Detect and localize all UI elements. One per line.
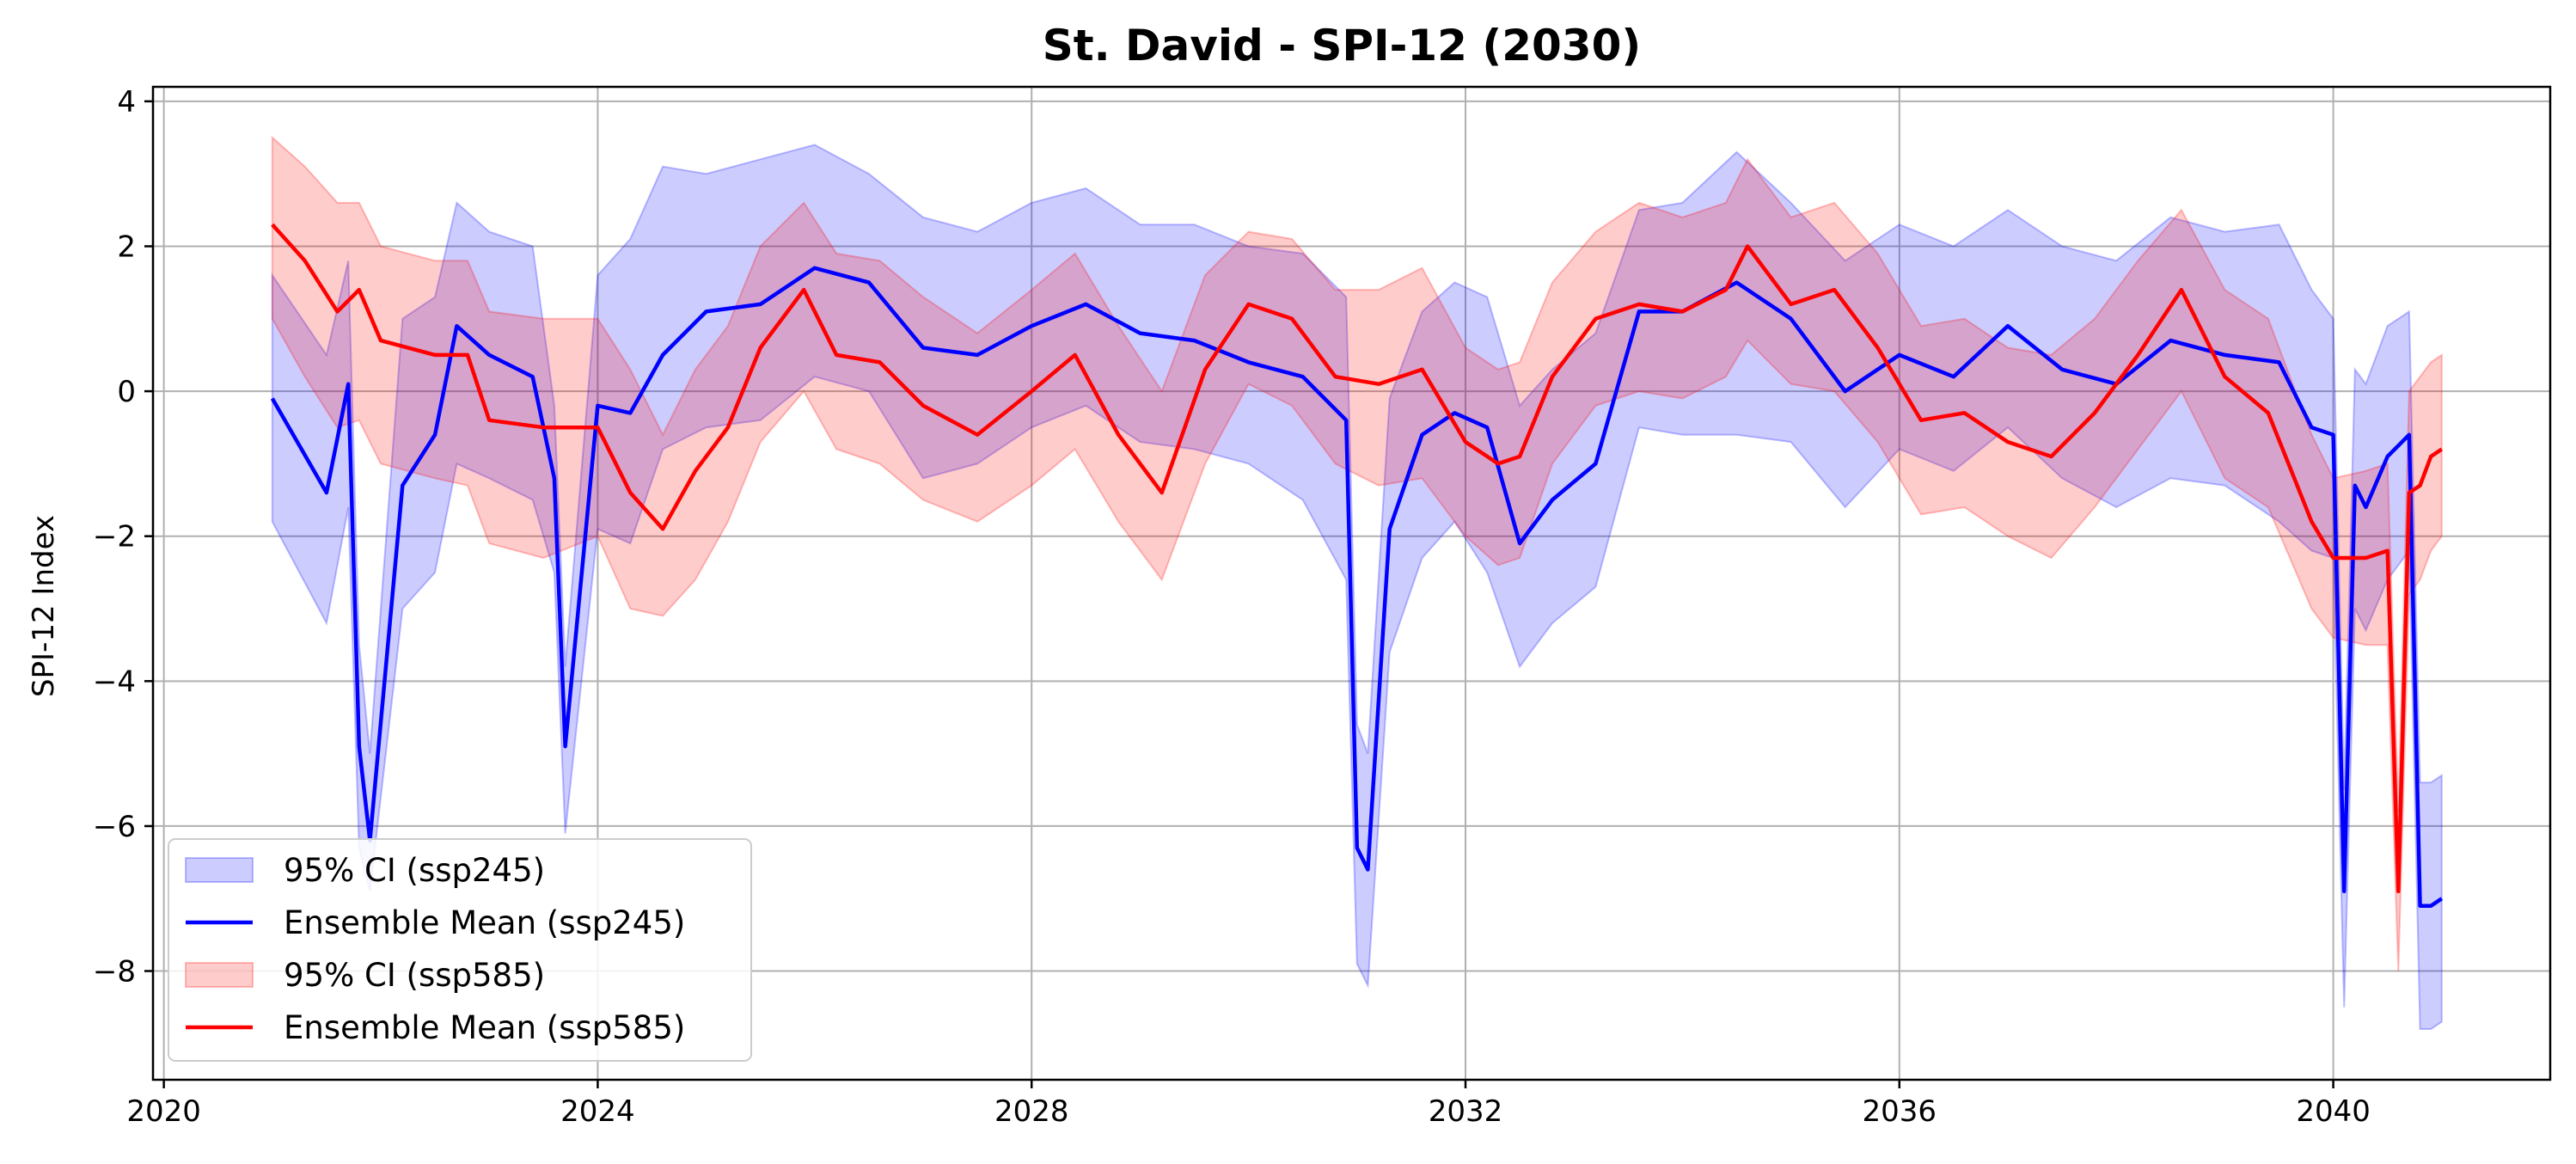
legend-label: 95% CI (ssp245) (284, 852, 545, 889)
mean-line-ssp585 (271, 223, 2444, 894)
y-tick-label: −8 (93, 955, 136, 989)
mean-line-ssp245 (270, 266, 2444, 908)
y-tick-label: 0 (117, 375, 136, 409)
y-tick-label: 2 (117, 230, 136, 264)
y-tick-label: −2 (93, 520, 136, 554)
legend-swatch-band (185, 857, 254, 883)
legend-label: 95% CI (ssp585) (284, 957, 545, 994)
legend-label: Ensemble Mean (ssp245) (284, 904, 685, 941)
y-axis-label: SPI-12 Index (27, 515, 61, 697)
ensemble-lines (270, 223, 2444, 908)
legend-swatch-band (185, 962, 254, 988)
x-tick-label: 2028 (994, 1094, 1069, 1129)
x-tick-label: 2032 (1429, 1094, 1503, 1129)
legend: 95% CI (ssp245) Ensemble Mean (ssp245) 95%… (168, 838, 752, 1062)
ci-band-ssp245 (271, 144, 2443, 1030)
x-tick-label: 2024 (560, 1094, 635, 1129)
legend-box (168, 838, 752, 1062)
x-axis-ticks: 2020 2024 2028 2032 2036 2040 (126, 1080, 2371, 1129)
y-tick-label: −6 (93, 810, 136, 844)
y-tick-label: 4 (117, 85, 136, 119)
legend-label: Ensemble Mean (ssp585) (284, 1009, 685, 1046)
y-tick-label: −4 (93, 665, 136, 699)
confidence-bands (271, 135, 2443, 1030)
x-tick-label: 2020 (126, 1094, 201, 1129)
x-tick-label: 2036 (1863, 1094, 1937, 1129)
x-tick-label: 2040 (2296, 1094, 2371, 1129)
plot-frame (151, 85, 2552, 1081)
y-axis-ticks: 4 2 0 −2 −4 −6 −8 (93, 85, 153, 989)
ci-band-ssp585 (271, 135, 2443, 971)
chart-title: St. David - SPI-12 (2030) (1043, 21, 1642, 70)
